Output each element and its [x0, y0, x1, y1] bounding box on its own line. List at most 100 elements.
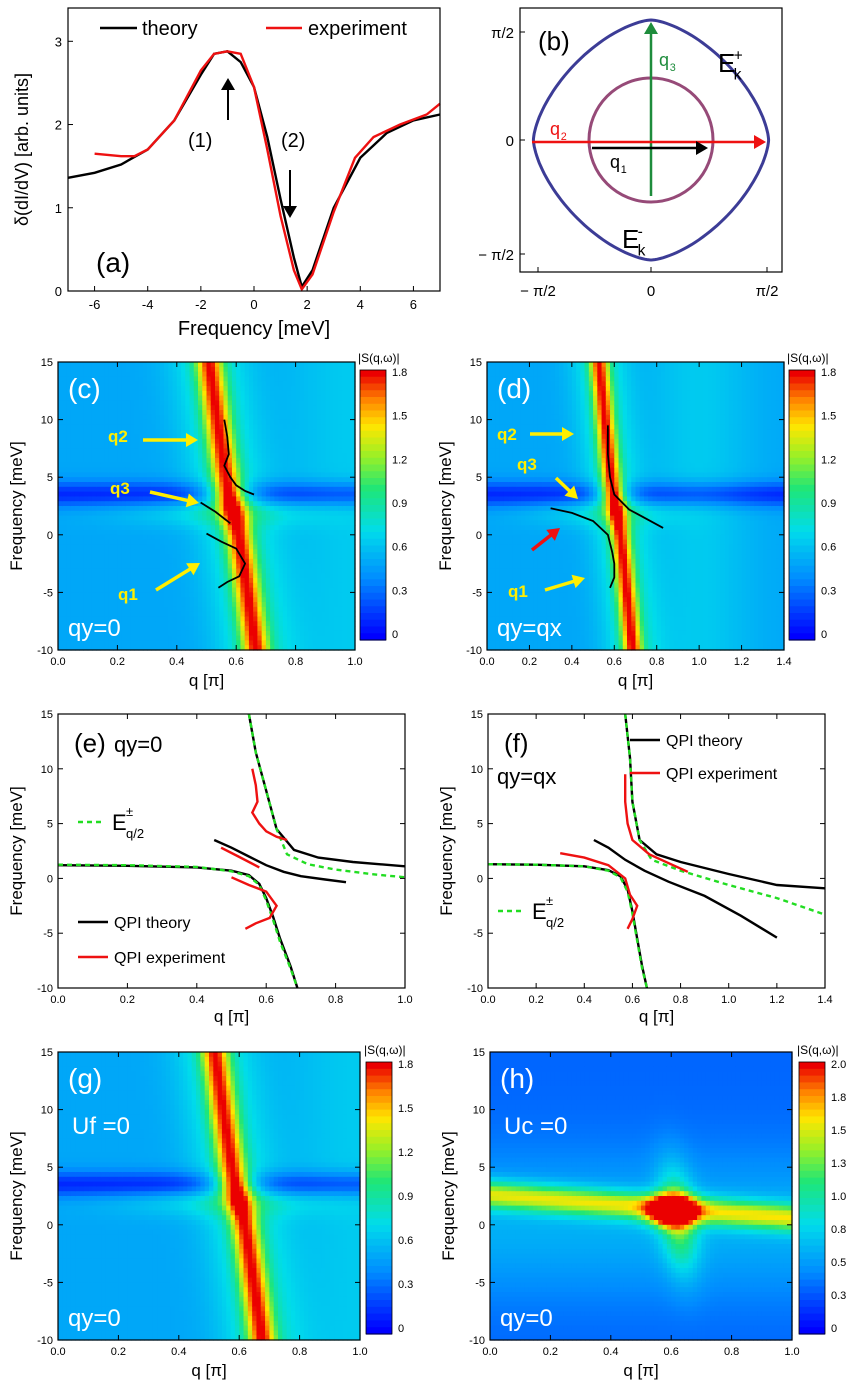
heatmap-cell — [91, 525, 97, 531]
heatmap-cell — [62, 390, 68, 397]
heatmap-cell — [168, 462, 174, 469]
heatmap-cell — [491, 506, 497, 512]
heatmap-cell — [83, 582, 89, 589]
heatmap-cell — [134, 558, 140, 565]
heatmap-cell — [516, 539, 522, 545]
heatmap-cell — [257, 534, 263, 541]
heatmap-cell — [176, 395, 182, 401]
heatmap-cell — [74, 621, 80, 627]
heatmap-cell — [227, 582, 233, 589]
heatmap-cell — [231, 630, 237, 637]
heatmap-cell — [130, 597, 135, 603]
heatmap-cell — [304, 381, 309, 387]
heatmap-cell — [236, 587, 242, 593]
heatmap-cell — [261, 544, 267, 550]
heatmap-cell — [202, 429, 208, 435]
heatmap-cell — [176, 635, 182, 641]
heatmap-cell — [87, 472, 93, 478]
heatmap-cell — [219, 510, 225, 517]
heatmap-cell — [342, 362, 348, 368]
heatmap-cell — [282, 515, 288, 521]
heatmap-cell — [231, 606, 237, 613]
heatmap-cell — [87, 434, 93, 440]
heatmap-cell — [142, 434, 148, 440]
heatmap-cell — [83, 597, 89, 603]
heatmap-cell — [321, 563, 326, 569]
heatmap-cell — [134, 429, 140, 435]
heatmap-cell — [198, 640, 203, 646]
heatmap-cell — [516, 640, 522, 646]
heatmap-cell — [503, 462, 509, 469]
heatmap-cell — [130, 443, 135, 449]
heatmap-cell — [316, 520, 322, 526]
heatmap-cell — [189, 395, 195, 401]
heatmap-cell — [338, 534, 343, 541]
heatmap-cell — [495, 496, 501, 502]
heatmap-cell — [333, 563, 339, 569]
heatmap-cell — [525, 472, 531, 478]
heatmap-cell — [270, 510, 275, 517]
heatmap-cell — [248, 568, 254, 574]
heatmap-cell — [74, 477, 80, 483]
heatmap-cell — [520, 381, 526, 387]
heatmap-cell — [508, 630, 514, 637]
heatmap-cell — [503, 602, 509, 608]
heatmap-cell — [83, 621, 89, 627]
heatmap-cell — [304, 558, 309, 565]
heatmap-cell — [164, 626, 169, 632]
heatmap-cell — [491, 438, 497, 445]
heatmap-cell — [499, 472, 505, 478]
heatmap-cell — [198, 453, 203, 459]
heatmap-cell — [338, 621, 343, 627]
heatmap-cell — [185, 486, 191, 493]
heatmap-cell — [113, 410, 118, 416]
heatmap-cell — [308, 592, 314, 598]
heatmap-cell — [295, 520, 301, 526]
heatmap-cell — [66, 400, 72, 406]
q1-label: q — [610, 152, 620, 172]
heatmap-cell — [503, 506, 509, 512]
heatmap-cell — [304, 606, 309, 613]
heatmap-cell — [151, 424, 157, 430]
heatmap-cell — [257, 491, 263, 497]
heatmap-cell — [159, 558, 165, 565]
heatmap-cell — [70, 554, 76, 560]
heatmap-cell — [185, 390, 191, 397]
heatmap-cell — [227, 410, 233, 416]
heatmap-cell — [142, 606, 148, 613]
heatmap-cell — [219, 554, 225, 560]
heatmap-cell — [287, 467, 292, 473]
heatmap-cell — [278, 453, 284, 459]
heatmap-cell — [529, 424, 535, 430]
heatmap-cell — [159, 419, 165, 425]
heatmap-cell — [308, 472, 314, 478]
heatmap-cell — [142, 544, 148, 550]
heatmap-cell — [312, 443, 318, 449]
heatmap-cell — [125, 640, 131, 646]
heatmap-cell — [291, 640, 297, 646]
heatmap-cell — [117, 410, 123, 416]
heatmap-cell — [516, 443, 522, 449]
heatmap-cell — [100, 587, 106, 593]
heatmap-cell — [210, 419, 216, 425]
heatmap-cell — [155, 424, 161, 430]
heatmap-cell — [100, 582, 106, 589]
heatmap-cell — [100, 592, 106, 598]
heatmap-cell — [66, 458, 72, 464]
heatmap-cell — [210, 544, 216, 550]
heatmap-cell — [206, 467, 212, 473]
heatmap-cell — [117, 549, 123, 555]
heatmap-cell — [520, 515, 526, 521]
heatmap-cell — [346, 438, 352, 445]
heatmap-cell — [58, 645, 63, 651]
heatmap-cell — [66, 482, 72, 488]
heatmap-cell — [138, 558, 144, 565]
heatmap-cell — [58, 515, 63, 521]
heatmap-cell — [193, 362, 199, 368]
heatmap-cell — [214, 534, 220, 541]
heatmap-cell — [312, 362, 318, 368]
heatmap-cell — [223, 462, 229, 469]
heatmap-cell — [278, 486, 284, 493]
heatmap-cell — [308, 371, 314, 377]
heatmap-cell — [130, 381, 135, 387]
